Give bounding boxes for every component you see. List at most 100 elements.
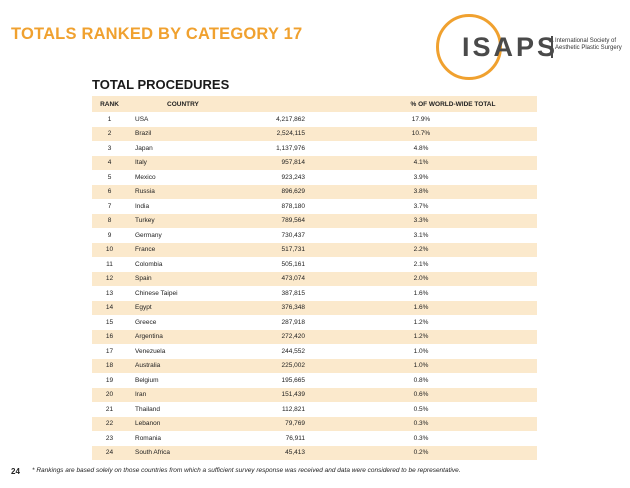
- table-row: 4 Italy 957,814 4.1%: [92, 155, 537, 170]
- cell-rank: 11: [106, 260, 113, 268]
- cell-rank: 3: [107, 144, 112, 152]
- cell-pct: 3.9%: [413, 173, 429, 181]
- cell-count: 473,074: [281, 275, 306, 283]
- cell-count: 376,348: [281, 304, 306, 312]
- header-pct: % OF WORLD-WIDE TOTAL: [410, 100, 496, 108]
- cell-pct: 1.0%: [413, 347, 429, 355]
- cell-country: Spain: [135, 275, 152, 283]
- cell-country: South Africa: [135, 449, 171, 457]
- cell-count: 878,180: [281, 202, 306, 210]
- table-row: 18 Australia 225,002 1.0%: [92, 358, 537, 373]
- header-country: COUNTRY: [167, 100, 199, 108]
- table-row: 5 Mexico 923,243 3.9%: [92, 170, 537, 185]
- cell-country: Venezuela: [135, 347, 166, 355]
- table-row: 17 Venezuela 244,552 1.0%: [92, 344, 537, 359]
- cell-pct: 17.9%: [411, 115, 431, 123]
- table-row: 2 Brazil 2,524,115 10.7%: [92, 126, 537, 141]
- cell-count: 730,437: [281, 231, 306, 239]
- cell-rank: 19: [105, 376, 114, 384]
- cell-pct: 1.6%: [413, 304, 429, 312]
- table-header: RANK COUNTRY % OF WORLD-WIDE TOTAL: [92, 96, 537, 112]
- cell-pct: 0.6%: [413, 391, 429, 399]
- logo-divider: [551, 36, 553, 58]
- cell-country: Japan: [135, 144, 153, 152]
- table-row: 10 France 517,731 2.2%: [92, 242, 537, 257]
- table-row: 19 Belgium 195,665 0.8%: [92, 373, 537, 388]
- table-row: 24 South Africa 45,413 0.2%: [92, 445, 537, 460]
- cell-rank: 10: [105, 246, 114, 254]
- cell-count: 505,161: [281, 260, 306, 268]
- cell-country: Argentina: [135, 333, 163, 341]
- cell-count: 923,243: [281, 173, 306, 181]
- logo-subtitle-line1: International Society of: [555, 38, 617, 44]
- table-row: 6 Russia 896,629 3.8%: [92, 184, 537, 199]
- table-row: 22 Lebanon 79,769 0.3%: [92, 416, 537, 431]
- header-rank: RANK: [100, 100, 119, 108]
- table-row: 1 USA 4,217,862 17.9%: [92, 112, 537, 127]
- cell-pct: 2.0%: [413, 275, 429, 283]
- cell-country: Mexico: [135, 173, 156, 181]
- cell-rank: 15: [105, 318, 114, 326]
- rankings-table: RANK COUNTRY % OF WORLD-WIDE TOTAL 1 USA 4…: [92, 96, 537, 460]
- footnote: * Rankings are based solely on those cou…: [32, 467, 461, 474]
- table-row: 12 Spain 473,074 2.0%: [92, 271, 537, 286]
- cell-pct: 1.0%: [413, 362, 429, 370]
- table-body: 1 USA 4,217,862 17.9% 2 Brazil 2,524,115 10.7% 3…: [92, 112, 537, 460]
- cell-rank: 1: [107, 115, 112, 123]
- cell-country: Italy: [135, 159, 147, 167]
- cell-country: Brazil: [135, 130, 152, 138]
- table-row: 3 Japan 1,137,976 4.8%: [92, 141, 537, 156]
- cell-pct: 4.1%: [413, 159, 429, 167]
- cell-country: Egypt: [135, 304, 152, 312]
- cell-pct: 3.3%: [413, 217, 429, 225]
- cell-pct: 3.1%: [413, 231, 429, 239]
- cell-rank: 4: [107, 159, 112, 167]
- cell-count: 517,731: [281, 246, 306, 254]
- cell-country: Greece: [135, 318, 157, 326]
- cell-pct: 4.8%: [413, 144, 429, 152]
- cell-rank: 6: [107, 188, 112, 196]
- cell-count: 244,552: [281, 347, 306, 355]
- cell-rank: 13: [105, 289, 114, 297]
- cell-count: 151,439: [281, 391, 306, 399]
- table-row: 20 Iran 151,439 0.6%: [92, 387, 537, 402]
- table-row: 8 Turkey 789,564 3.3%: [92, 213, 537, 228]
- cell-country: Romania: [135, 434, 162, 442]
- cell-pct: 3.8%: [413, 188, 429, 196]
- page-title: TOTALS RANKED BY CATEGORY 17: [11, 25, 303, 43]
- cell-country: Iran: [135, 391, 147, 399]
- cell-pct: 10.7%: [411, 130, 431, 138]
- cell-pct: 3.7%: [413, 202, 429, 210]
- cell-country: France: [135, 246, 156, 254]
- cell-country: India: [135, 202, 150, 210]
- table-row: 14 Egypt 376,348 1.6%: [92, 300, 537, 315]
- table-row: 23 Romania 76,911 0.3%: [92, 431, 537, 446]
- cell-country: Chinese Taipei: [135, 289, 178, 297]
- cell-count: 225,002: [281, 362, 306, 370]
- logo-ring-icon: [436, 14, 502, 80]
- cell-rank: 24: [105, 449, 114, 457]
- cell-rank: 22: [105, 420, 114, 428]
- logo-text: ISAPS: [462, 32, 559, 62]
- cell-country: Lebanon: [135, 420, 161, 428]
- cell-rank: 5: [107, 173, 112, 181]
- cell-pct: 0.8%: [413, 376, 429, 384]
- cell-pct: 0.2%: [413, 449, 429, 457]
- table-row: 11 Colombia 505,161 2.1%: [92, 257, 537, 272]
- cell-rank: 14: [105, 304, 114, 312]
- cell-count: 45,413: [285, 449, 305, 457]
- cell-count: 387,815: [281, 289, 306, 297]
- logo-subtitle-line2: Aesthetic Plastic Surgery: [555, 45, 622, 51]
- cell-pct: 0.3%: [413, 420, 429, 428]
- cell-country: Russia: [135, 188, 155, 196]
- cell-count: 957,814: [281, 159, 306, 167]
- cell-rank: 23: [105, 434, 114, 442]
- cell-rank: 16: [105, 333, 114, 341]
- cell-rank: 7: [107, 202, 112, 210]
- cell-rank: 9: [107, 231, 112, 239]
- page-number: 24: [11, 467, 20, 476]
- cell-count: 789,564: [281, 217, 306, 225]
- cell-rank: 12: [105, 275, 114, 283]
- cell-country: Thailand: [135, 405, 160, 413]
- cell-count: 287,918: [281, 318, 306, 326]
